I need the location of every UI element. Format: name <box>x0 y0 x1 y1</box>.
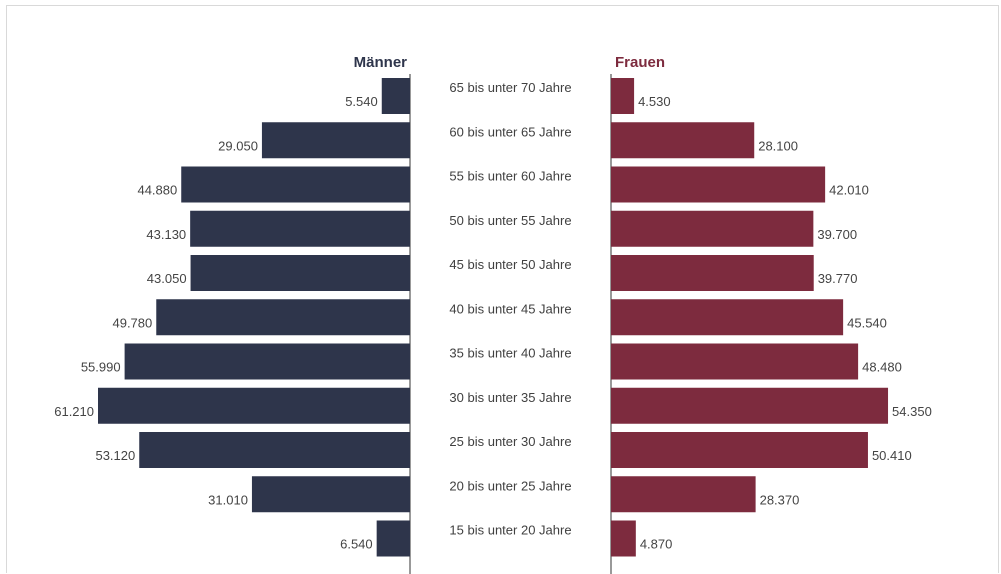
value-label-frauen: 48.480 <box>862 360 902 375</box>
value-label-maenner: 43.130 <box>146 227 186 242</box>
bar-frauen <box>611 299 844 336</box>
bar-maenner <box>376 520 410 557</box>
bar-maenner <box>124 343 410 380</box>
bar-maenner <box>181 166 410 203</box>
value-label-frauen: 28.370 <box>760 492 800 507</box>
value-label-maenner: 31.010 <box>208 492 248 507</box>
value-label-frauen: 54.350 <box>892 404 932 419</box>
value-label-frauen: 4.530 <box>638 94 671 109</box>
chart-frame: Männer Frauen 5.540 4.530 65 bis unter 70 … <box>6 5 999 574</box>
bar-frauen <box>611 520 636 557</box>
header-maenner: Männer <box>354 54 408 71</box>
value-label-maenner: 55.990 <box>81 360 121 375</box>
bar-frauen <box>611 166 826 203</box>
bar-maenner <box>381 78 410 114</box>
category-label: 20 bis unter 25 Jahre <box>449 478 571 493</box>
value-label-frauen: 28.100 <box>758 138 798 153</box>
value-label-frauen: 39.700 <box>817 227 857 242</box>
bar-frauen <box>611 210 814 247</box>
value-label-frauen: 45.540 <box>847 315 887 330</box>
bar-maenner <box>190 255 410 291</box>
value-label-frauen: 42.010 <box>829 183 869 198</box>
value-label-frauen: 39.770 <box>818 271 858 286</box>
category-label: 55 bis unter 60 Jahre <box>449 169 571 184</box>
category-label: 65 bis unter 70 Jahre <box>449 80 571 95</box>
value-label-frauen: 4.870 <box>640 537 673 552</box>
header-frauen: Frauen <box>615 54 665 71</box>
bar-maenner <box>261 122 410 159</box>
bar-maenner <box>98 387 410 424</box>
value-label-maenner: 61.210 <box>54 404 94 419</box>
value-label-maenner: 6.540 <box>340 537 373 552</box>
bar-frauen <box>611 78 635 114</box>
bar-frauen <box>611 343 859 380</box>
bar-frauen <box>611 122 755 159</box>
category-label: 35 bis unter 40 Jahre <box>449 346 571 361</box>
category-label: 40 bis unter 45 Jahre <box>449 301 571 316</box>
value-label-maenner: 5.540 <box>345 94 378 109</box>
category-label: 50 bis unter 55 Jahre <box>449 213 571 228</box>
value-label-frauen: 50.410 <box>872 448 912 463</box>
category-label: 30 bis unter 35 Jahre <box>449 390 571 405</box>
value-label-maenner: 43.050 <box>147 271 187 286</box>
bar-frauen <box>611 387 889 424</box>
bar-maenner <box>251 476 410 513</box>
bar-frauen <box>611 432 868 468</box>
value-label-maenner: 29.050 <box>218 138 258 153</box>
value-label-maenner: 44.880 <box>137 183 177 198</box>
bar-maenner <box>156 299 410 336</box>
value-label-maenner: 49.780 <box>112 315 152 330</box>
bar-maenner <box>190 210 410 247</box>
bar-maenner <box>139 432 411 468</box>
bar-frauen <box>611 255 814 291</box>
category-label: 60 bis unter 65 Jahre <box>449 124 571 139</box>
category-label: 25 bis unter 30 Jahre <box>449 434 571 449</box>
bar-frauen <box>611 476 756 513</box>
population-pyramid-chart: Männer Frauen 5.540 4.530 65 bis unter 70 … <box>54 54 932 574</box>
category-label: 45 bis unter 50 Jahre <box>449 257 571 272</box>
value-label-maenner: 53.120 <box>95 448 135 463</box>
category-label: 15 bis unter 20 Jahre <box>449 523 571 538</box>
